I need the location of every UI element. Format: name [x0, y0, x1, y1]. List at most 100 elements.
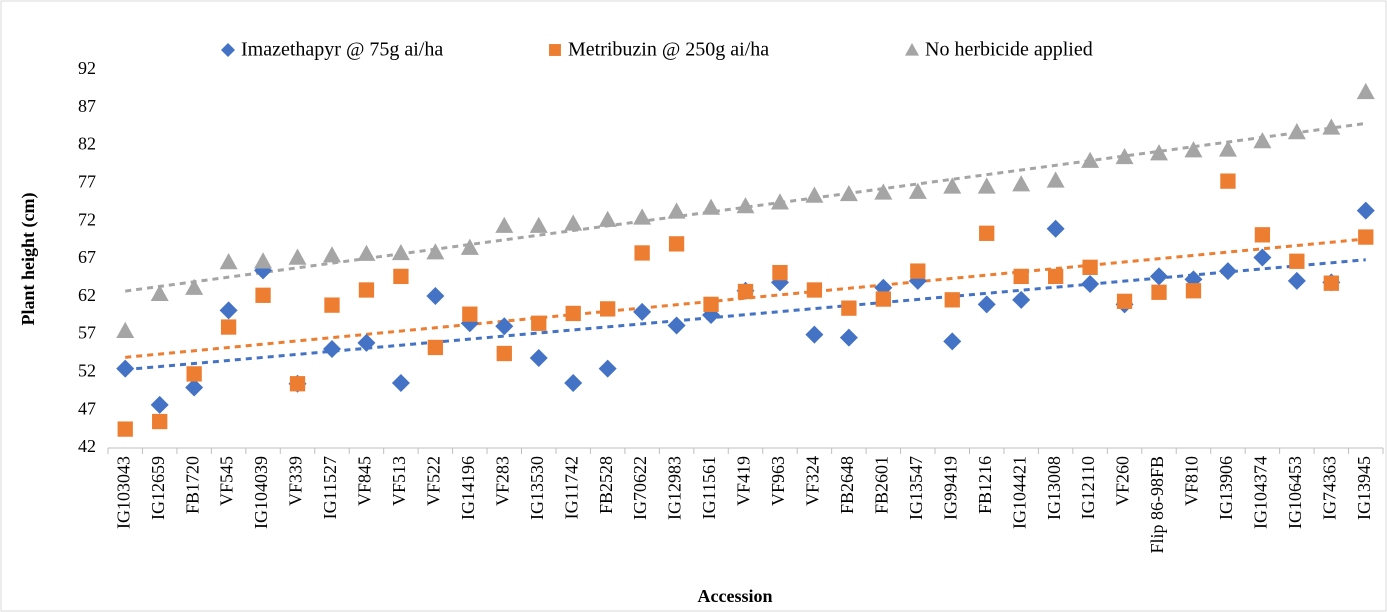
point: [1218, 262, 1237, 281]
x-tick-label: IG104039: [251, 456, 271, 529]
x-tick-label: IG12983: [665, 456, 685, 520]
point: [839, 184, 858, 202]
point: [977, 295, 996, 314]
point: [1287, 122, 1306, 140]
x-tick-label: Flip 86-98FB: [1147, 456, 1167, 554]
x-tick-label: IG104421: [1009, 456, 1029, 529]
point: [150, 395, 169, 414]
legend-marker: [905, 43, 919, 56]
point: [633, 208, 652, 225]
x-tick-label: IG13008: [1044, 456, 1064, 520]
x-tick-label: IG13547: [906, 456, 926, 520]
point: [874, 183, 893, 200]
y-tick-label: 77: [78, 172, 96, 192]
y-tick-label: 92: [78, 58, 96, 78]
point: [668, 236, 685, 252]
point: [529, 216, 548, 233]
x-tick-label: IG106453: [1285, 456, 1305, 529]
point: [841, 300, 857, 316]
point: [1289, 253, 1305, 269]
x-tick-label: VF324: [803, 456, 823, 506]
point: [460, 238, 479, 255]
x-tick-label: IG11742: [561, 456, 581, 519]
point: [910, 263, 926, 279]
point: [426, 243, 445, 260]
point: [667, 316, 686, 335]
point: [117, 421, 133, 437]
trend-line: [125, 237, 1366, 359]
point: [1323, 275, 1339, 291]
point: [737, 283, 754, 300]
point: [1047, 268, 1064, 285]
point: [1013, 268, 1029, 285]
point: [979, 225, 995, 241]
point: [908, 182, 927, 199]
x-tick-label: FB2601: [871, 456, 891, 514]
point: [703, 296, 719, 313]
point: [1116, 293, 1133, 309]
point: [806, 282, 823, 298]
y-tick-label: 87: [78, 96, 96, 116]
y-tick-label: 62: [78, 285, 96, 305]
point: [1218, 140, 1237, 157]
point: [322, 339, 341, 358]
point: [1184, 141, 1203, 158]
point: [702, 198, 721, 215]
point: [1356, 201, 1375, 220]
x-tick-label: VF260: [1113, 456, 1133, 506]
y-tick-label: 42: [78, 436, 96, 456]
point: [600, 301, 616, 317]
point: [426, 287, 445, 306]
x-tick-label: VF810: [1182, 456, 1202, 506]
legend-marker: [221, 43, 235, 57]
point: [529, 349, 548, 368]
point: [633, 302, 652, 321]
point: [220, 319, 237, 335]
legend-label: Imazethapyr @ 75g ai/ha: [241, 39, 443, 61]
x-tick-label: IG12659: [148, 456, 168, 520]
point: [598, 359, 617, 378]
point: [185, 378, 204, 397]
y-tick-label: 67: [78, 247, 96, 267]
x-tick-label: IG13530: [527, 456, 547, 520]
point: [1012, 290, 1031, 309]
point: [770, 193, 789, 210]
point: [1081, 274, 1100, 293]
point: [185, 278, 204, 295]
point: [736, 197, 755, 214]
point: [805, 186, 824, 203]
point: [1082, 259, 1098, 275]
x-tick-label: IG14196: [458, 456, 478, 520]
point: [772, 264, 788, 281]
x-tick-label: IG13945: [1354, 456, 1374, 520]
point: [495, 216, 514, 233]
point: [391, 243, 410, 261]
point: [462, 306, 478, 322]
x-tick-label: IG104374: [1251, 456, 1271, 529]
point: [1046, 171, 1065, 188]
point: [944, 292, 960, 308]
point: [219, 253, 238, 270]
point: [357, 333, 376, 352]
point: [839, 328, 858, 347]
point: [977, 177, 996, 194]
point: [1356, 82, 1375, 100]
point: [1254, 227, 1271, 243]
x-tick-label: IG99419: [940, 456, 960, 520]
point: [116, 321, 135, 339]
point: [1220, 173, 1236, 189]
point: [943, 177, 962, 194]
x-tick-label: FB1216: [975, 456, 995, 514]
point: [1151, 284, 1167, 300]
y-tick-label: 57: [78, 323, 96, 343]
point: [1046, 219, 1065, 238]
point: [1322, 118, 1341, 135]
y-tick-label: 72: [78, 209, 96, 229]
x-tick-label: VF845: [355, 456, 375, 506]
point: [634, 245, 650, 261]
x-tick-label: FB2528: [596, 456, 616, 514]
point: [1253, 248, 1272, 267]
legend-marker: [549, 44, 561, 56]
point: [531, 315, 547, 331]
